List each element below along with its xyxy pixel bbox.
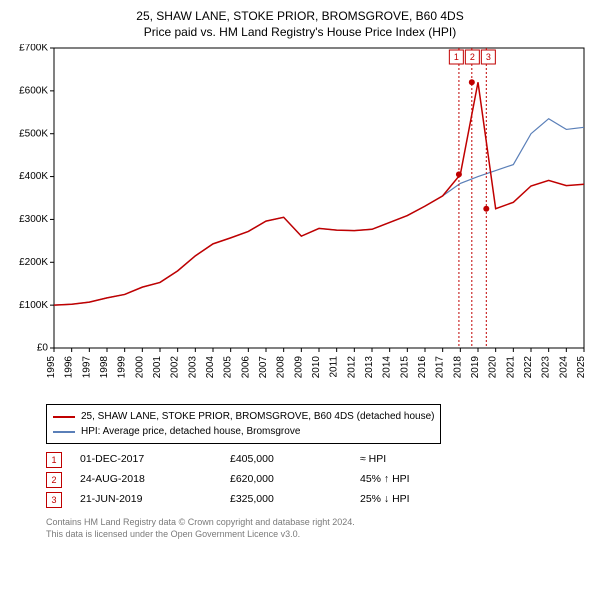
marker-relation: ≈ HPI — [360, 450, 480, 470]
svg-text:2020: 2020 — [488, 356, 499, 379]
svg-text:2014: 2014 — [382, 356, 393, 379]
legend: 25, SHAW LANE, STOKE PRIOR, BROMSGROVE, … — [46, 404, 441, 444]
svg-text:£600K: £600K — [19, 86, 48, 97]
legend-item-property: 25, SHAW LANE, STOKE PRIOR, BROMSGROVE, … — [53, 409, 434, 424]
footer-attribution: Contains HM Land Registry data © Crown c… — [46, 516, 586, 540]
svg-text:1996: 1996 — [64, 356, 75, 379]
marker-date: 21-JUN-2019 — [80, 490, 230, 510]
legend-label: HPI: Average price, detached house, Brom… — [81, 424, 300, 439]
svg-text:2012: 2012 — [346, 356, 357, 379]
svg-text:2025: 2025 — [576, 356, 587, 379]
svg-text:2022: 2022 — [523, 356, 534, 379]
svg-text:2017: 2017 — [435, 356, 446, 379]
chart-title: 25, SHAW LANE, STOKE PRIOR, BROMSGROVE, … — [10, 8, 590, 40]
marker-row: 1 01-DEC-2017 £405,000 ≈ HPI — [46, 450, 586, 470]
svg-text:£100K: £100K — [19, 300, 48, 311]
svg-text:£500K: £500K — [19, 129, 48, 140]
svg-text:2003: 2003 — [187, 356, 198, 379]
svg-text:2015: 2015 — [399, 356, 410, 379]
marker-row: 2 24-AUG-2018 £620,000 45% ↑ HPI — [46, 470, 586, 490]
footer-line1: Contains HM Land Registry data © Crown c… — [46, 517, 355, 527]
marker-date: 24-AUG-2018 — [80, 470, 230, 490]
marker-table: 1 01-DEC-2017 £405,000 ≈ HPI 2 24-AUG-20… — [46, 450, 586, 510]
svg-text:2018: 2018 — [452, 356, 463, 379]
svg-text:£200K: £200K — [19, 257, 48, 268]
svg-text:£300K: £300K — [19, 214, 48, 225]
svg-text:2023: 2023 — [541, 356, 552, 379]
legend-swatch — [53, 416, 75, 418]
title-line1: 25, SHAW LANE, STOKE PRIOR, BROMSGROVE, … — [136, 9, 463, 23]
title-line2: Price paid vs. HM Land Registry's House … — [144, 25, 456, 39]
svg-text:2016: 2016 — [417, 356, 428, 379]
price-chart: £0 £100K £200K £300K £400K £500K £600K £700K 199… — [10, 44, 590, 396]
svg-text:2024: 2024 — [558, 356, 569, 379]
marker-relation: 45% ↑ HPI — [360, 470, 480, 490]
svg-text:£700K: £700K — [19, 44, 48, 54]
marker-relation: 25% ↓ HPI — [360, 490, 480, 510]
svg-text:2009: 2009 — [293, 356, 304, 379]
svg-text:2001: 2001 — [152, 356, 163, 379]
svg-text:2005: 2005 — [223, 356, 234, 379]
legend-item-hpi: HPI: Average price, detached house, Brom… — [53, 424, 434, 439]
legend-swatch — [53, 431, 75, 433]
marker-row: 3 21-JUN-2019 £325,000 25% ↓ HPI — [46, 490, 586, 510]
marker-number-icon: 1 — [46, 452, 62, 468]
svg-text:£400K: £400K — [19, 172, 48, 183]
svg-text:1998: 1998 — [99, 356, 110, 379]
svg-text:2008: 2008 — [276, 356, 287, 379]
svg-text:2004: 2004 — [205, 356, 216, 379]
marker-price: £620,000 — [230, 470, 360, 490]
footer-line2: This data is licensed under the Open Gov… — [46, 529, 300, 539]
svg-text:1999: 1999 — [117, 356, 128, 379]
svg-text:2013: 2013 — [364, 356, 375, 379]
svg-text:2011: 2011 — [329, 356, 340, 378]
legend-label: 25, SHAW LANE, STOKE PRIOR, BROMSGROVE, … — [81, 409, 434, 424]
svg-text:2000: 2000 — [134, 356, 145, 379]
svg-text:£0: £0 — [37, 343, 49, 354]
svg-text:1995: 1995 — [46, 356, 57, 379]
marker-date: 01-DEC-2017 — [80, 450, 230, 470]
svg-text:2007: 2007 — [258, 356, 269, 379]
svg-text:1997: 1997 — [81, 356, 92, 379]
marker-number-icon: 3 — [46, 492, 62, 508]
svg-text:1: 1 — [454, 52, 459, 62]
svg-text:2021: 2021 — [505, 356, 516, 379]
svg-text:2: 2 — [470, 52, 475, 62]
svg-text:2006: 2006 — [240, 356, 251, 379]
marker-price: £325,000 — [230, 490, 360, 510]
svg-text:2019: 2019 — [470, 356, 481, 379]
svg-text:3: 3 — [486, 52, 491, 62]
marker-number-icon: 2 — [46, 472, 62, 488]
svg-text:2010: 2010 — [311, 356, 322, 379]
svg-text:2002: 2002 — [170, 356, 181, 379]
marker-price: £405,000 — [230, 450, 360, 470]
